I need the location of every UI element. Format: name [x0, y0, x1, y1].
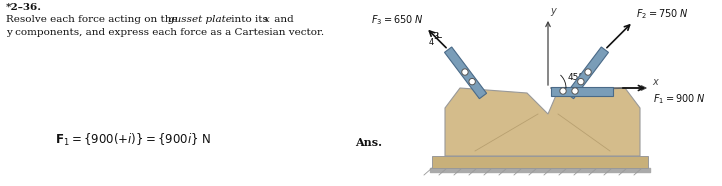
Text: $F_1 = 900$ N: $F_1 = 900$ N [653, 92, 706, 106]
Circle shape [572, 88, 578, 94]
Circle shape [462, 69, 468, 75]
Text: $F_2 = 750$ N: $F_2 = 750$ N [636, 7, 689, 21]
Text: y: y [550, 6, 556, 16]
Circle shape [560, 88, 566, 94]
Text: 4: 4 [428, 38, 434, 47]
Text: 3: 3 [433, 32, 439, 41]
Text: into its: into its [228, 15, 271, 24]
Circle shape [469, 78, 475, 85]
Text: y components, and express each force as a Cartesian vector.: y components, and express each force as … [6, 28, 324, 37]
Text: gusset plate: gusset plate [168, 15, 232, 24]
Text: Ans.: Ans. [355, 137, 382, 148]
Text: Resolve each force acting on the: Resolve each force acting on the [6, 15, 181, 24]
Circle shape [585, 69, 591, 75]
Circle shape [578, 78, 584, 85]
Text: *2–36.: *2–36. [6, 3, 42, 12]
Text: $F_3 = 650$ N: $F_3 = 650$ N [371, 13, 424, 27]
Polygon shape [432, 156, 648, 168]
Text: x: x [264, 15, 270, 24]
Text: x: x [652, 77, 658, 87]
Text: $\mathbf{F}_1 = \{900(+i)\} = \{900i\}$ N: $\mathbf{F}_1 = \{900(+i)\} = \{900i\}$ … [55, 132, 212, 148]
Polygon shape [566, 47, 609, 99]
Text: and: and [271, 15, 294, 24]
Polygon shape [445, 47, 487, 99]
Polygon shape [445, 88, 640, 156]
Text: 45°: 45° [568, 73, 584, 82]
Polygon shape [551, 86, 613, 95]
